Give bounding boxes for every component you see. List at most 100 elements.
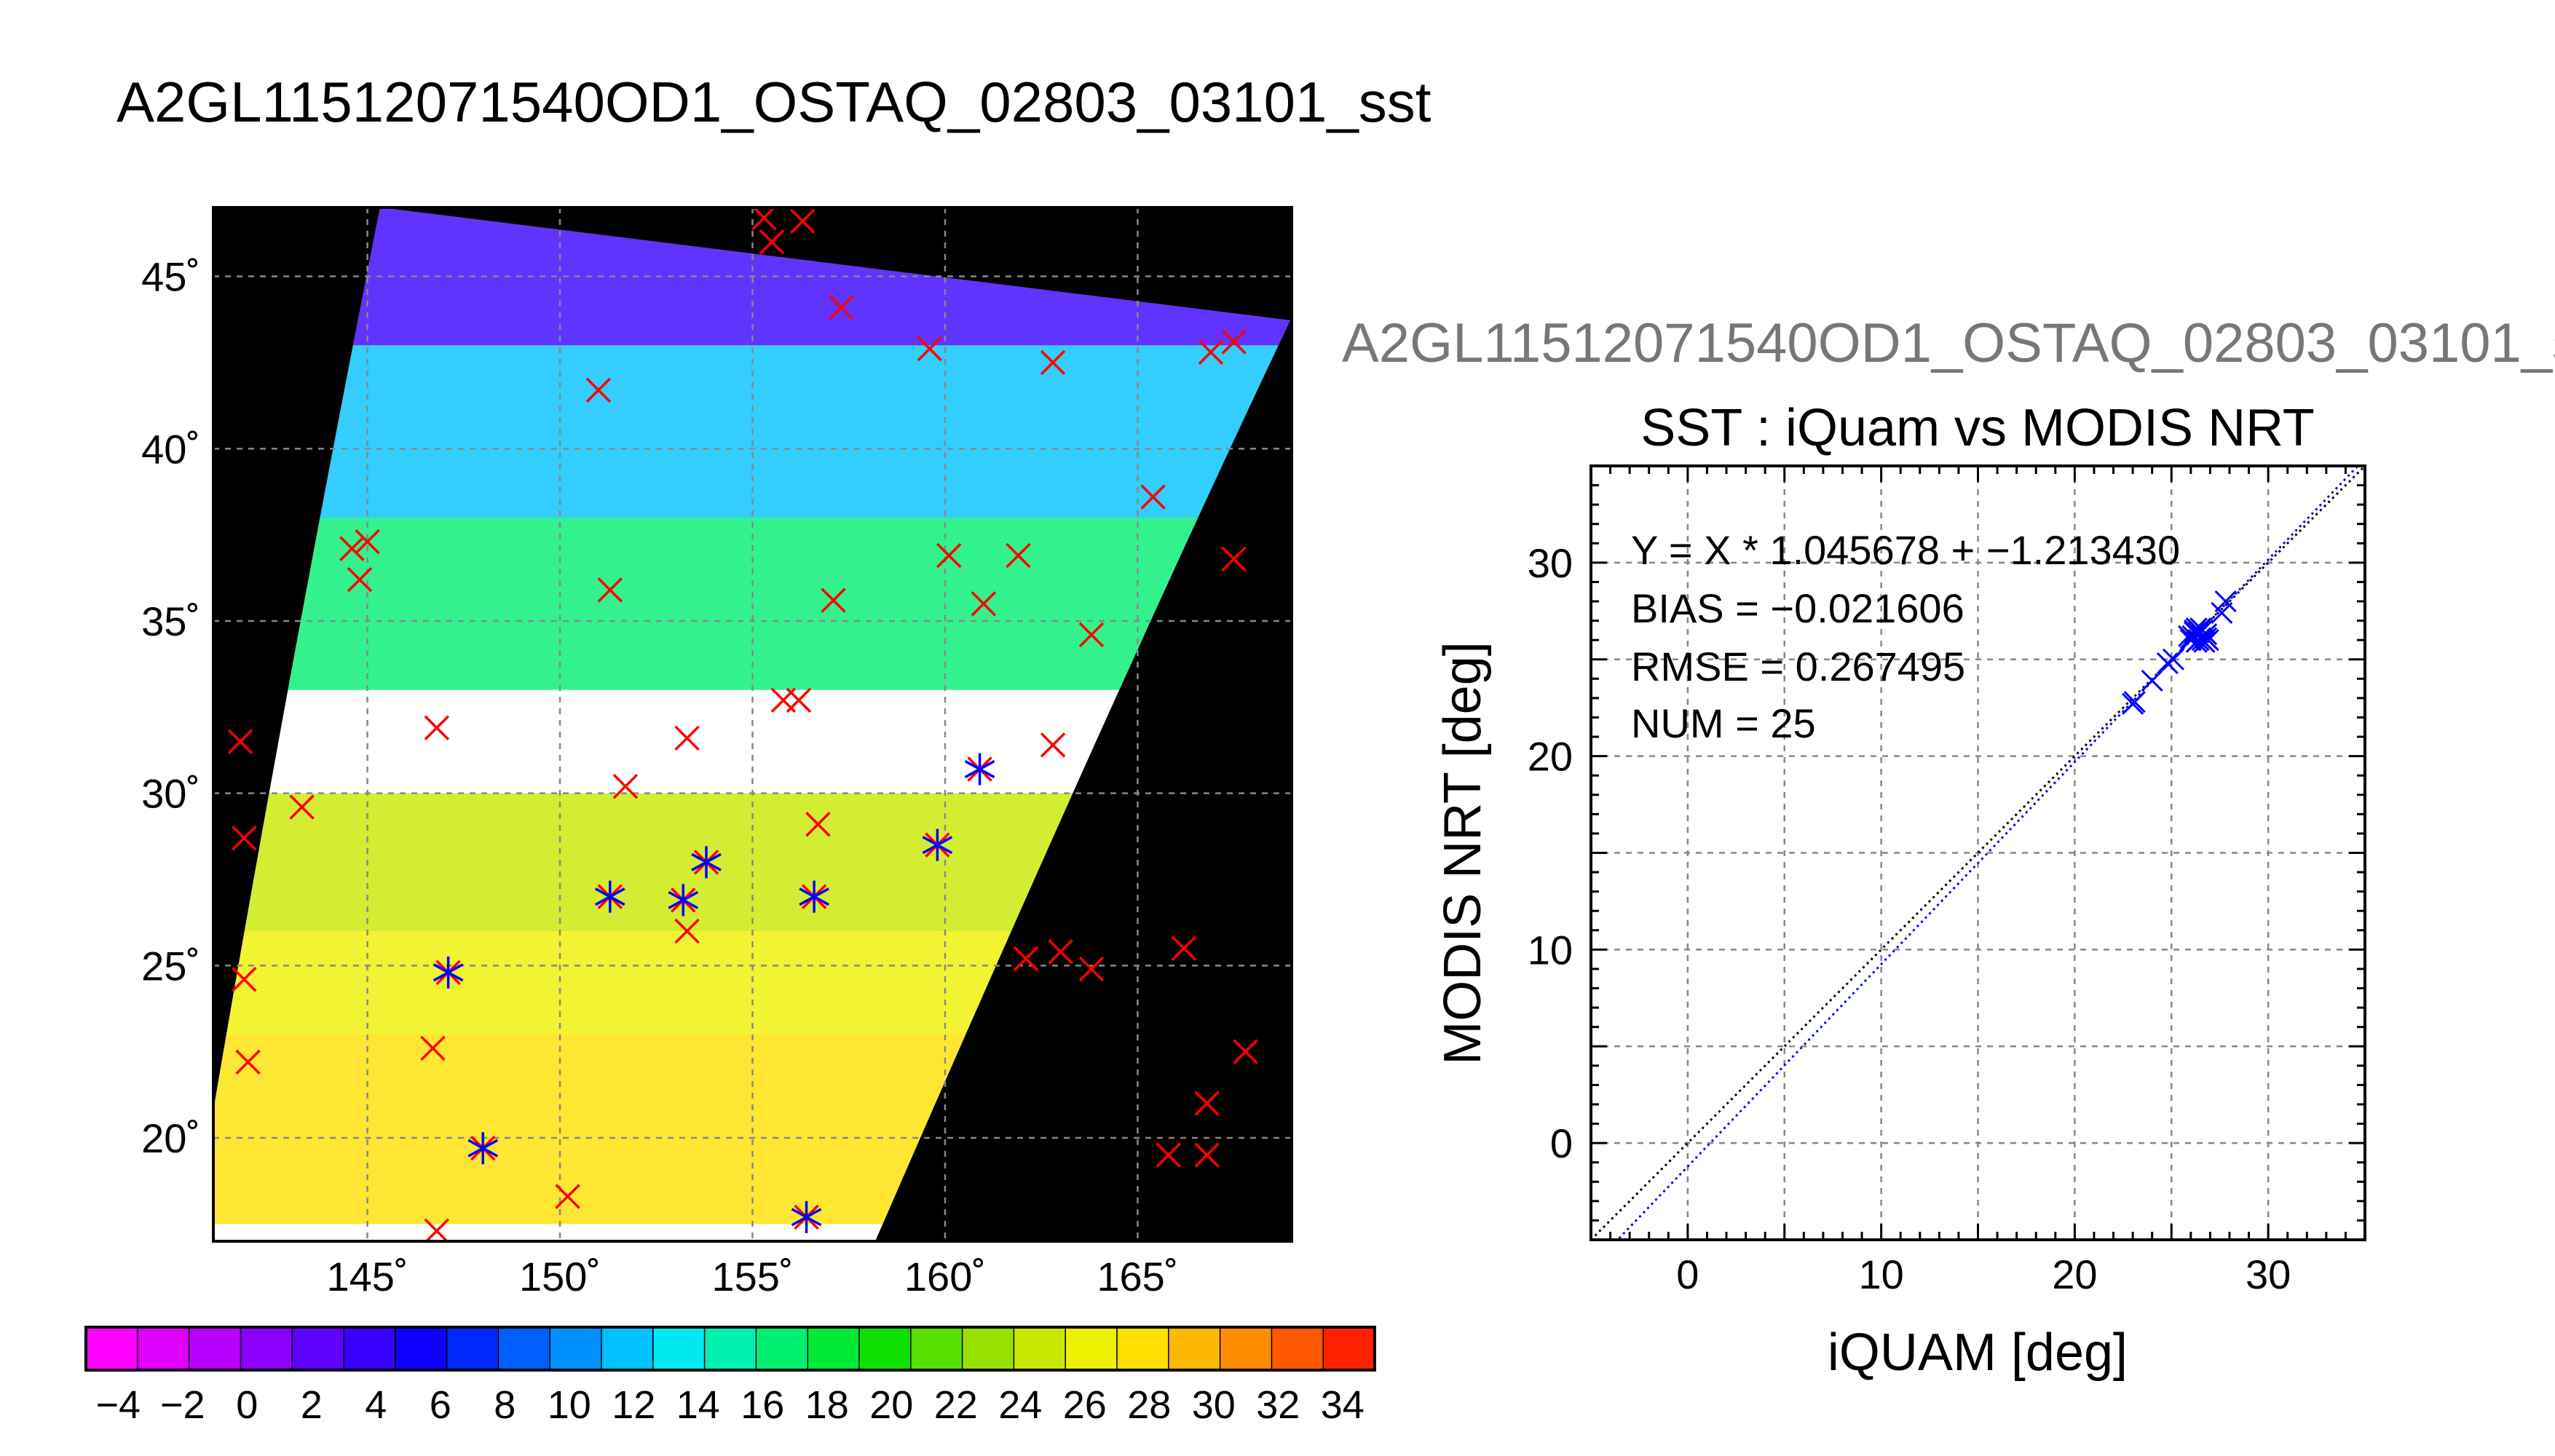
lon-tick-label: 155˚ — [711, 1254, 793, 1299]
colorbar-swatch — [189, 1327, 241, 1370]
iquam-station-marker — [289, 794, 315, 820]
iquam-station-marker — [821, 587, 846, 613]
stat-bias: BIAS = −0.021606 — [1631, 585, 1964, 631]
colorbar-tick-labels: −4 −2 0 2 4 6 8 10 12 14 16 18 20 22 24 26 28 30 32 34 — [95, 1383, 1364, 1427]
station-markers — [227, 207, 1258, 1241]
colorbar-swatch — [910, 1327, 963, 1370]
iquam-station-marker — [828, 295, 854, 320]
colorbar-swatch — [344, 1327, 396, 1370]
scatter-point — [2214, 590, 2237, 613]
colorbar-swatch — [1323, 1327, 1375, 1370]
iquam-station-marker — [1006, 542, 1031, 569]
iquam-station-marker — [805, 812, 831, 837]
iquam-station-marker — [936, 542, 962, 569]
colorbar-tick-label: 22 — [934, 1383, 978, 1427]
y-tick-label: 30 — [1528, 540, 1573, 586]
iquam-station-marker — [674, 918, 700, 944]
y-tick-label: 20 — [1528, 734, 1573, 780]
matchup-marker — [594, 880, 625, 913]
iquam-station-marker — [1198, 339, 1224, 365]
iquam-station-marker — [1048, 939, 1073, 965]
colorbar-swatch — [498, 1327, 550, 1370]
map-grid — [213, 207, 1292, 1241]
regression-line — [1616, 466, 2360, 1240]
iquam-station-marker — [1221, 329, 1247, 355]
reference-lines — [1591, 466, 2365, 1240]
colorbar-tick-label: 14 — [676, 1383, 720, 1427]
colorbar-tick-label: 20 — [869, 1383, 913, 1427]
iquam-station-marker — [555, 1184, 580, 1209]
iquam-station-marker — [790, 208, 816, 234]
iquam-station-marker — [1221, 546, 1247, 572]
colorbar-swatch — [1065, 1327, 1118, 1370]
scatter-point — [2193, 630, 2216, 653]
iquam-station-marker — [1078, 956, 1105, 982]
colorbar-swatch — [550, 1327, 602, 1370]
colorbar-swatch — [292, 1327, 344, 1370]
colorbar-frame — [84, 1326, 1376, 1372]
iquam-station-marker — [1171, 935, 1197, 961]
colorbar-swatch — [962, 1327, 1014, 1370]
scatter-point — [2179, 629, 2202, 652]
matchup-marker — [691, 846, 722, 879]
iquam-station-marker — [424, 715, 450, 740]
iquam-station-marker — [232, 967, 257, 992]
colorbar-swatch — [1117, 1327, 1169, 1370]
scatter-point — [2156, 652, 2179, 675]
colorbar-swatch — [1014, 1327, 1066, 1370]
colorbar-swatch — [859, 1327, 912, 1370]
colorbar-tick-label: −2 — [160, 1383, 205, 1427]
colorbar-tick-label: 26 — [1063, 1383, 1107, 1427]
lon-tick-label: 165˚ — [1097, 1254, 1178, 1299]
scatter-panel: SST : iQuam vs MODIS NRT 0 10 20 300102030 … — [1434, 399, 2366, 1382]
iquam-station-marker — [355, 529, 380, 555]
matchup-marker — [668, 884, 699, 917]
iquam-station-marker — [1078, 622, 1105, 648]
scatter-point — [2211, 601, 2233, 625]
colorbar-swatch — [446, 1327, 499, 1370]
lat-tick-label: 30˚ — [141, 771, 200, 817]
colorbar-swatch — [86, 1327, 138, 1370]
x-tick-label: 0 — [1676, 1251, 1699, 1297]
iquam-station-marker — [759, 229, 785, 255]
one-to-one-line — [1591, 466, 2365, 1240]
iquam-station-marker — [786, 687, 812, 713]
colorbar-tick-label: −4 — [95, 1383, 141, 1427]
iquam-station-marker — [917, 336, 943, 362]
matchup-marker — [467, 1132, 499, 1165]
colorbar-swatch — [704, 1327, 757, 1370]
colorbar-tick-label: 6 — [430, 1383, 451, 1427]
iquam-station-marker — [971, 591, 997, 617]
matchup-marker — [799, 880, 829, 913]
scatter-frame — [1590, 464, 2366, 1241]
colorbar-swatch — [807, 1327, 860, 1370]
iquam-station-marker — [1140, 484, 1166, 510]
colorbar-swatches — [86, 1327, 1375, 1370]
lon-tick-label: 150˚ — [519, 1254, 601, 1299]
lat-tick-label: 35˚ — [141, 598, 200, 644]
matchup-marker — [964, 753, 995, 786]
matchup-marker — [922, 828, 953, 861]
x-tick-label: 20 — [2052, 1251, 2097, 1297]
map-tick-labels: 145˚ 150˚ 155˚ 160˚ 165˚ 20˚ 25˚ 30˚ 35˚ 40˚ 45˚ — [141, 254, 1178, 1299]
colorbar-tick-label: 8 — [494, 1383, 516, 1427]
stat-regression: Y = X * 1.045678 + −1.213430 — [1631, 527, 2180, 573]
figure-title: A2GL11512071540OD1_OSTAQ_02803_03101_sst — [117, 70, 1431, 134]
scatter-point — [2123, 691, 2146, 713]
iquam-station-marker — [751, 207, 777, 231]
colorbar-swatch — [1271, 1327, 1324, 1370]
lat-tick-label: 25˚ — [141, 943, 200, 989]
lat-tick-label: 45˚ — [141, 254, 200, 300]
iquam-station-marker — [1194, 1091, 1220, 1116]
lon-tick-label: 145˚ — [327, 1254, 408, 1299]
lat-tick-label: 20˚ — [141, 1115, 200, 1161]
lon-tick-label: 160˚ — [904, 1254, 986, 1299]
iquam-station-marker — [612, 773, 639, 799]
colorbar-swatch — [240, 1327, 293, 1370]
colorbar-swatch — [1168, 1327, 1221, 1370]
colorbar-swatch — [395, 1327, 448, 1370]
colorbar-swatch — [1220, 1327, 1272, 1370]
iquam-station-marker — [1156, 1142, 1181, 1168]
